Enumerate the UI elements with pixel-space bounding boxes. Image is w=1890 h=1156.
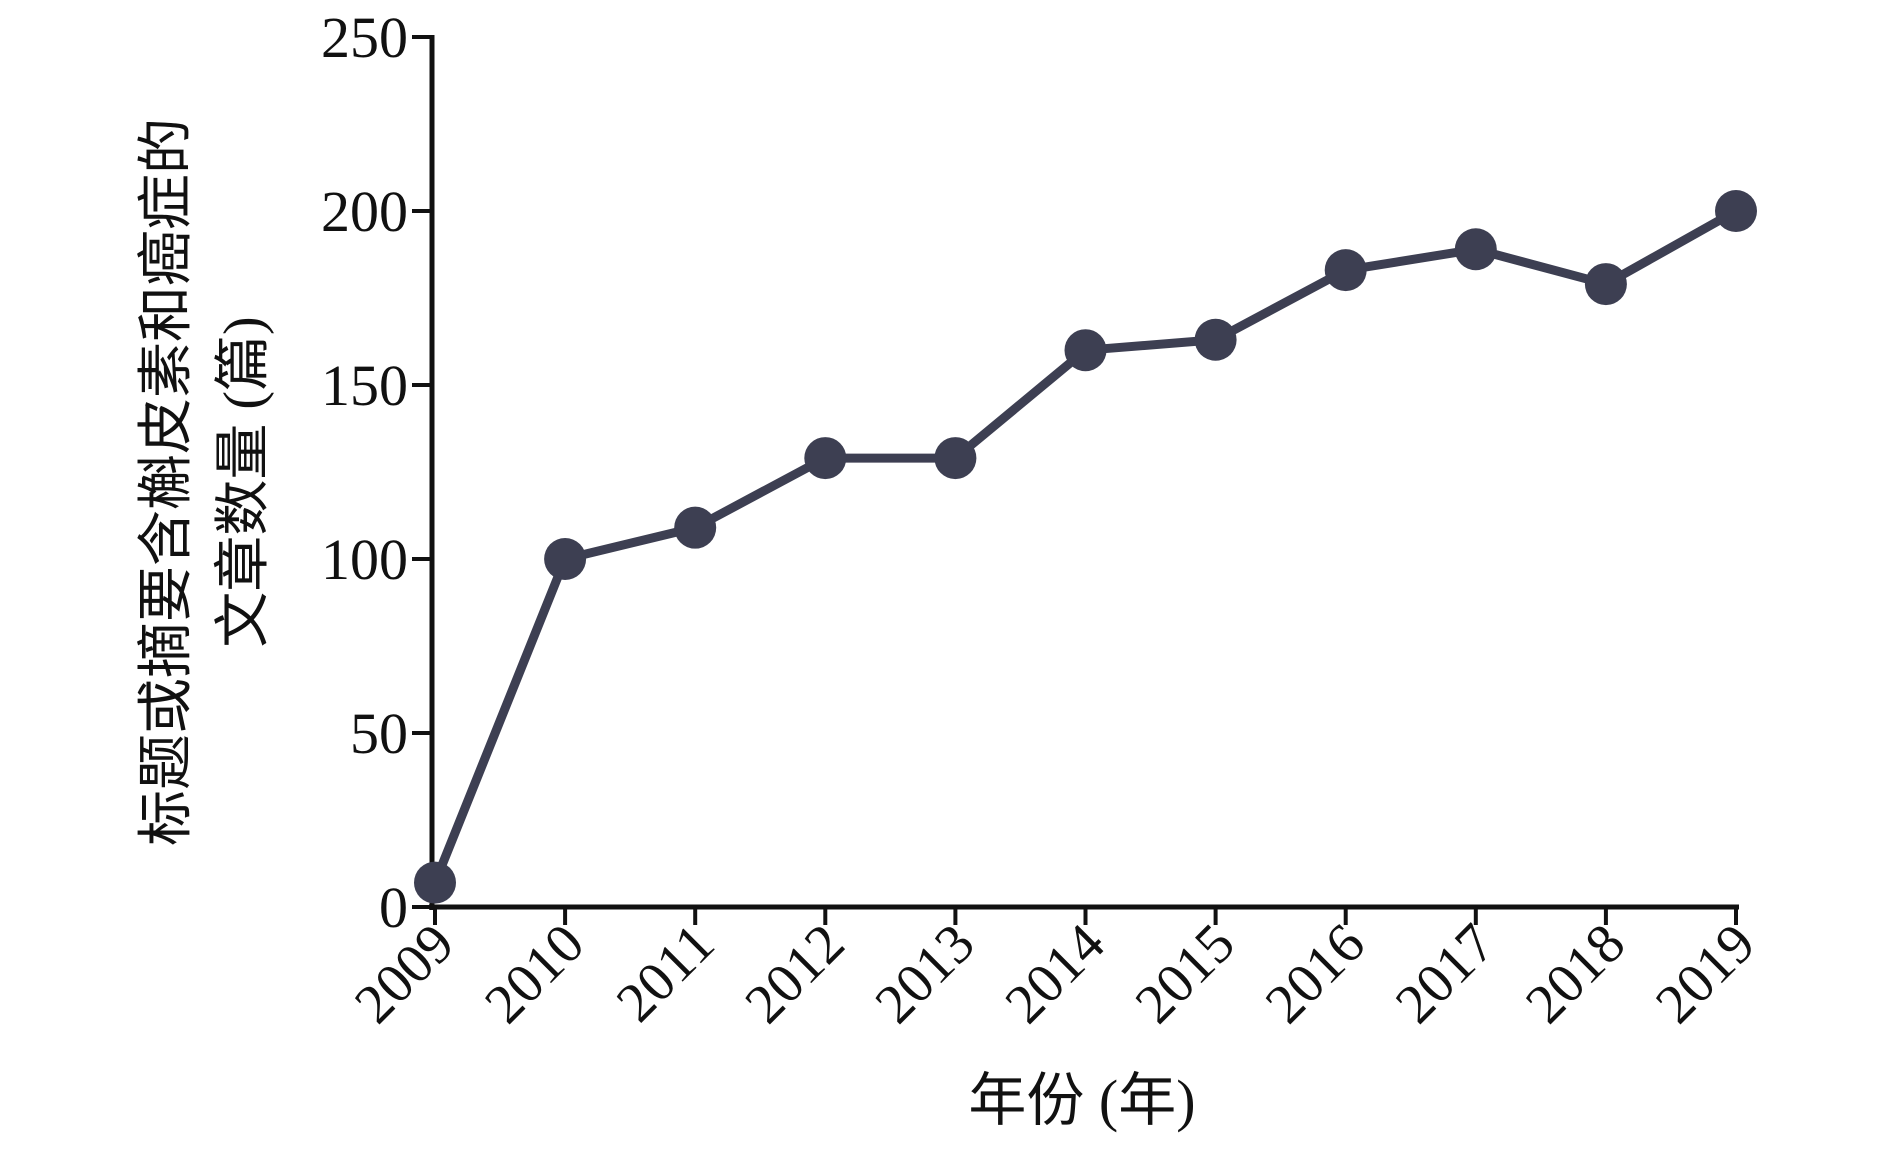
y-axis-title: 文章数量 (篇) [213,316,275,647]
line [430,207,1739,885]
x-tick-label: 2009 [343,912,466,1035]
marker [1194,318,1237,361]
x-tick-label: 2016 [1254,912,1377,1035]
x-tick-label: 2013 [864,912,987,1035]
marker [674,506,717,549]
y-tick-label: 100 [321,527,408,592]
x-tick-label: 2015 [1124,912,1247,1035]
x-tick-label: 2010 [473,912,596,1035]
y-axis-title: 标题或摘要含槲皮素和癌症的 [136,118,198,846]
marker [934,437,977,480]
y-tick-label: 0 [379,875,408,940]
x-tick-label: 2018 [1514,912,1637,1035]
marker [804,437,847,480]
marker [1064,329,1107,372]
x-tick-label: 2011 [605,912,727,1034]
marker [1584,263,1627,306]
x-tick-label: 2017 [1384,912,1507,1035]
marker [1715,190,1757,232]
x-tick-label: 2014 [994,912,1117,1035]
x-tick-label: 2019 [1644,912,1767,1035]
y-tick-label: 50 [350,701,408,766]
y-tick-label: 250 [321,5,408,70]
x-axis-title: 年份 (年) [968,1068,1195,1133]
x-tick-label: 2012 [733,912,856,1035]
marker [1454,228,1497,271]
y-tick-label: 200 [321,179,408,244]
marker [414,861,456,904]
marker [1324,249,1367,292]
marker [544,538,587,580]
y-tick-label: 150 [321,353,408,418]
